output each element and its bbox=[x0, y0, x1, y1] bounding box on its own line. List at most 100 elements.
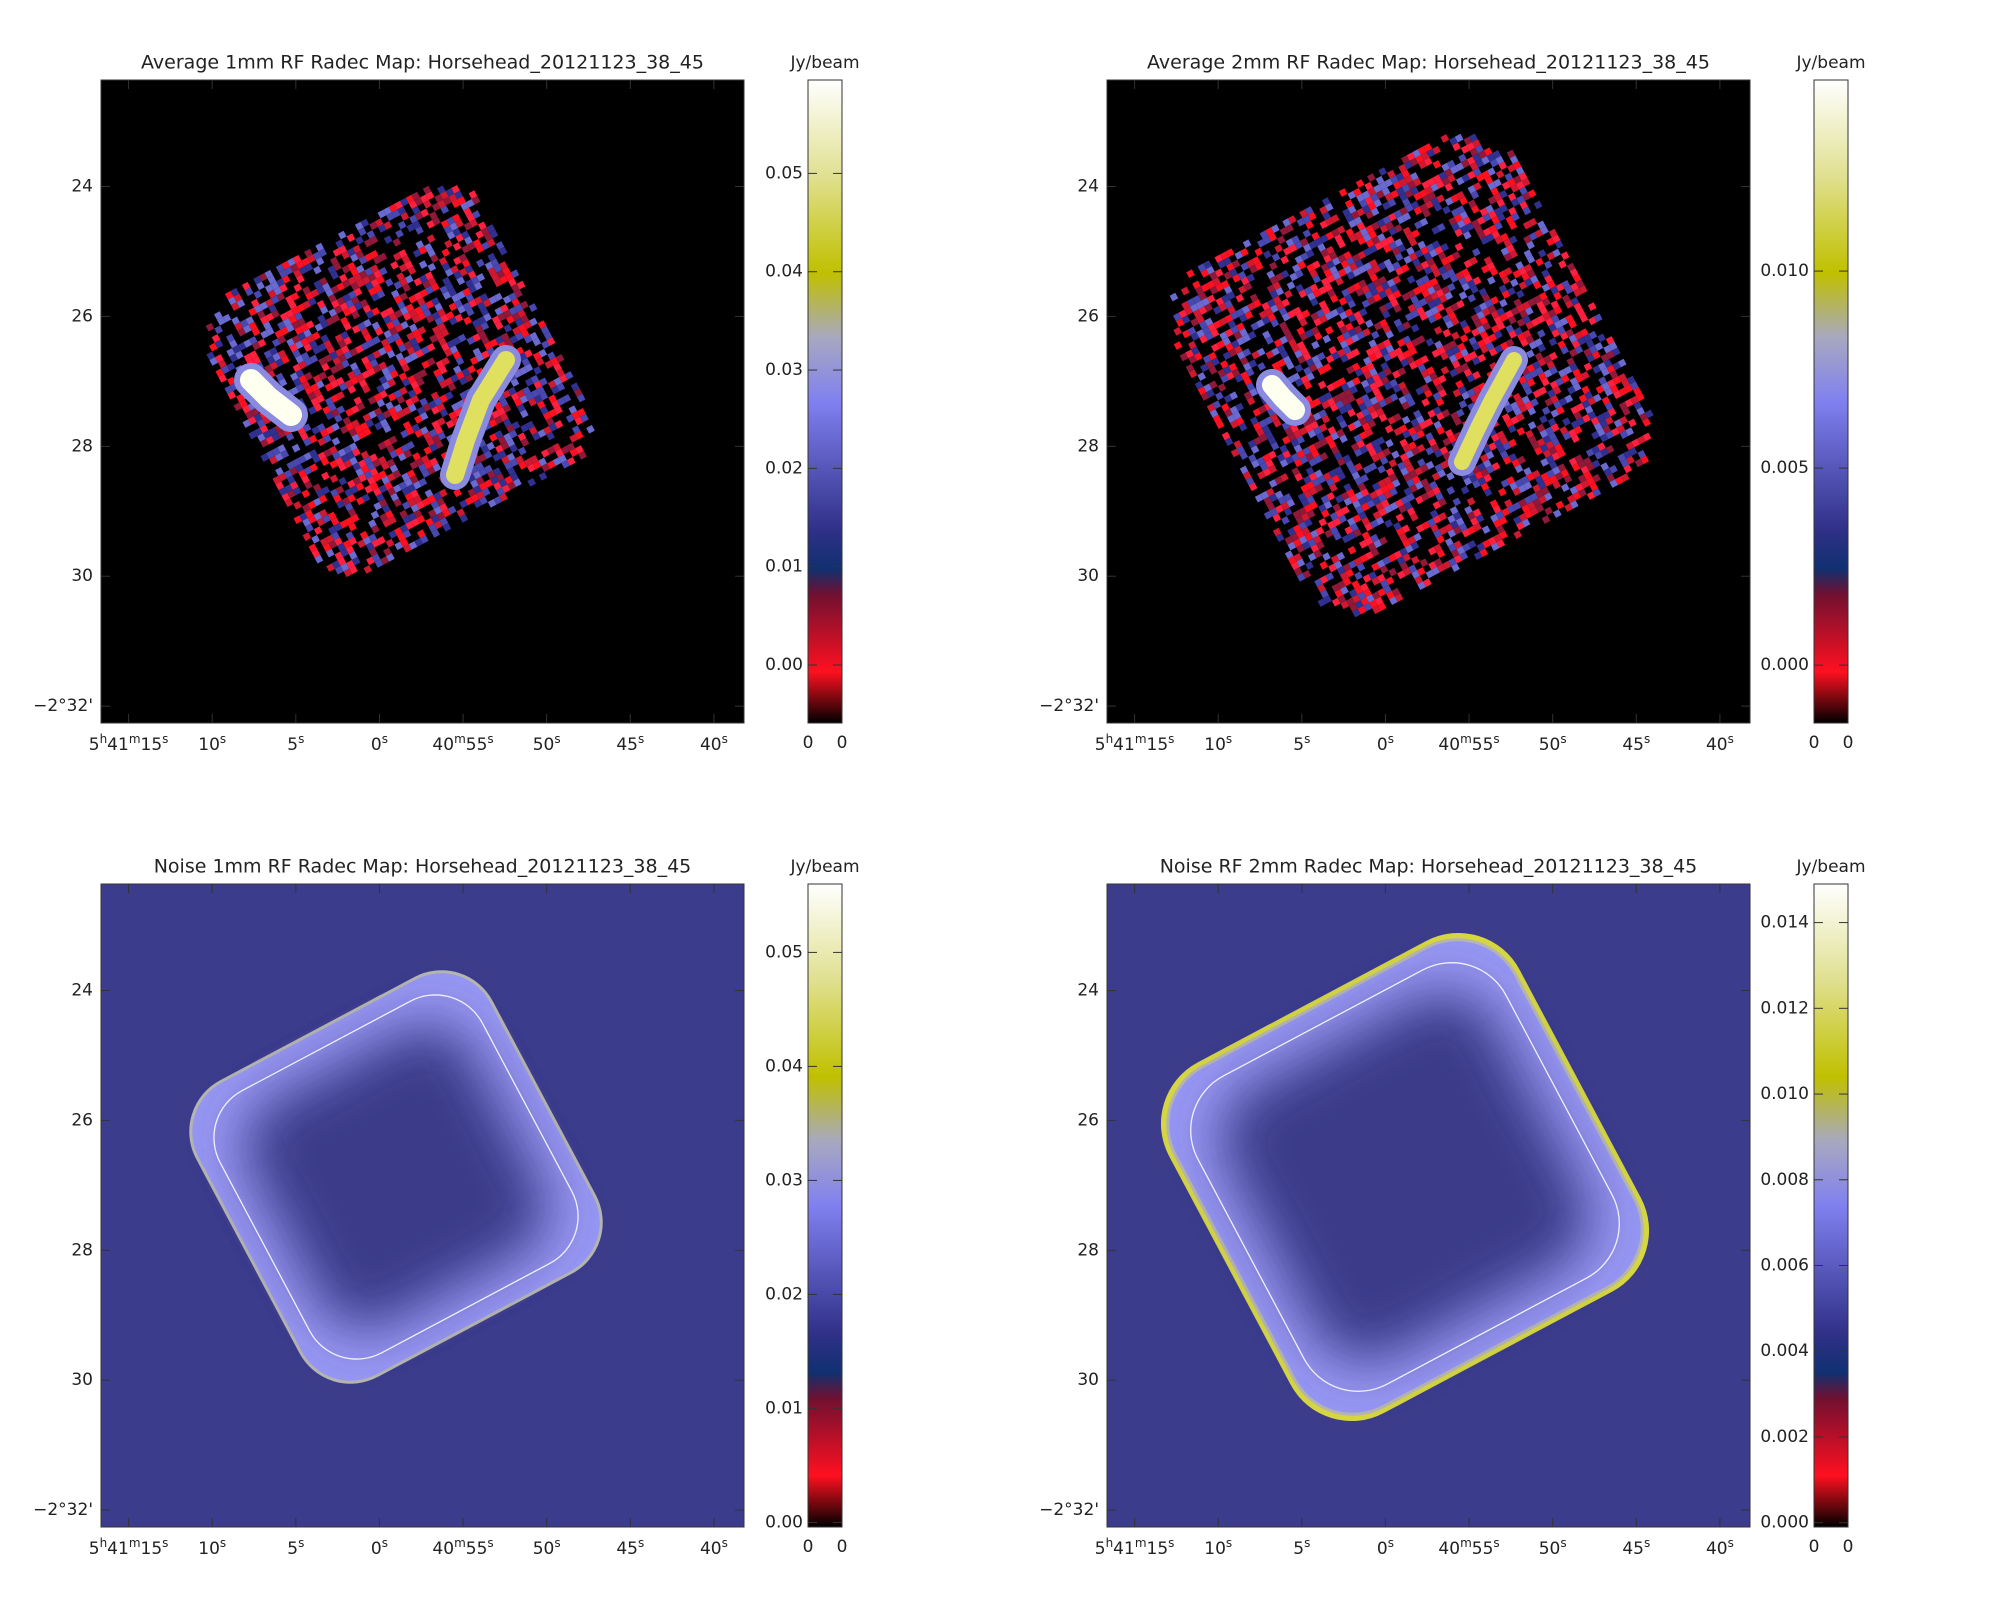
map-pixel bbox=[1381, 187, 1391, 196]
map-pixel bbox=[1624, 398, 1634, 408]
map-pixel bbox=[1197, 372, 1207, 381]
map-pixel bbox=[1509, 249, 1518, 259]
map-pixel bbox=[313, 388, 322, 398]
map-pixel bbox=[455, 356, 465, 366]
map-pixel bbox=[231, 316, 240, 326]
map-pixel bbox=[1215, 282, 1224, 292]
map-pixel bbox=[386, 321, 395, 330]
map-pixel bbox=[1444, 523, 1454, 533]
colorbar-end-label: 0 bbox=[1809, 733, 1820, 753]
map-pixel bbox=[1498, 270, 1507, 279]
map-pixel bbox=[259, 315, 269, 325]
map-pixel bbox=[1634, 458, 1644, 468]
map-pixel bbox=[1513, 175, 1522, 184]
map-pixel bbox=[1326, 397, 1336, 407]
map-pixel bbox=[1207, 323, 1217, 332]
map-pixel bbox=[383, 206, 392, 216]
map-pixel bbox=[354, 425, 363, 434]
map-pixel bbox=[438, 256, 448, 266]
map-coverage-inner bbox=[242, 1023, 550, 1331]
map-pixel bbox=[1470, 204, 1480, 214]
map-pixel bbox=[1450, 194, 1460, 203]
map-pixel bbox=[500, 304, 509, 313]
map-pixel bbox=[470, 276, 480, 285]
map-pixel bbox=[417, 311, 426, 321]
map-pixel bbox=[1478, 150, 1487, 160]
map-pixel bbox=[1376, 218, 1386, 228]
map-pixel bbox=[1447, 174, 1456, 183]
map-pixel bbox=[1302, 352, 1312, 361]
map-pixel bbox=[1483, 147, 1493, 157]
map-pixel bbox=[368, 547, 378, 557]
map-pixel bbox=[484, 479, 494, 488]
map-pixel bbox=[1454, 351, 1464, 361]
map-pixel bbox=[1306, 509, 1316, 519]
map-pixel bbox=[372, 473, 382, 482]
map-pixel bbox=[511, 283, 520, 293]
map-pixel bbox=[292, 349, 301, 358]
map-pixel bbox=[1190, 332, 1200, 341]
map-pixel bbox=[1351, 333, 1360, 343]
map-pixel bbox=[556, 382, 566, 392]
map-pixel bbox=[1432, 392, 1442, 401]
map-pixel bbox=[1456, 205, 1466, 214]
map-pixel bbox=[353, 287, 363, 297]
map-pixel bbox=[1377, 493, 1387, 503]
map-pixel bbox=[1282, 435, 1291, 445]
map-pixel bbox=[1389, 393, 1399, 402]
map-pixel bbox=[1499, 450, 1509, 460]
map-pixel bbox=[1496, 444, 1506, 454]
map-pixel bbox=[411, 329, 421, 338]
map-pixel bbox=[1470, 517, 1479, 526]
map-pixel bbox=[419, 274, 428, 284]
map-pixel bbox=[1507, 178, 1517, 187]
map-pixel bbox=[1306, 372, 1315, 381]
map-pixel bbox=[1294, 364, 1304, 373]
map-pixel bbox=[532, 351, 542, 361]
map-pixel bbox=[1555, 283, 1565, 292]
map-pixel bbox=[1296, 449, 1306, 459]
map-pixel bbox=[342, 307, 352, 317]
map-pixel bbox=[248, 430, 258, 440]
map-pixel bbox=[1361, 422, 1371, 432]
map-pixel bbox=[456, 508, 466, 518]
map-pixel bbox=[1228, 348, 1237, 358]
map-pixel bbox=[1294, 255, 1304, 264]
map-pixels bbox=[1169, 133, 1654, 618]
map-pixel bbox=[340, 548, 349, 558]
map-pixel bbox=[1569, 377, 1579, 386]
x-tick-label: 45s bbox=[616, 1536, 644, 1560]
map-pixel bbox=[1526, 363, 1536, 373]
map-pixel bbox=[242, 419, 252, 428]
map-pixel bbox=[455, 370, 465, 380]
map-pixel bbox=[1469, 133, 1478, 143]
map-pixel bbox=[1427, 314, 1437, 324]
map-pixel bbox=[1333, 560, 1343, 570]
map-pixel bbox=[474, 324, 484, 334]
map-pixel bbox=[285, 309, 295, 319]
map-pixel bbox=[1238, 313, 1248, 323]
map-pixel bbox=[570, 382, 580, 392]
map-pixel bbox=[368, 410, 377, 420]
map-pixel bbox=[351, 419, 360, 429]
x-tick-label-unit: s bbox=[1560, 732, 1566, 746]
map-pixel bbox=[316, 517, 326, 527]
map-pixel bbox=[378, 252, 388, 262]
map-pixel bbox=[1633, 401, 1642, 410]
map-pixel bbox=[394, 541, 404, 551]
map-pixel bbox=[369, 235, 379, 245]
map-pixel bbox=[1280, 269, 1290, 279]
map-pixel bbox=[304, 248, 313, 258]
map-pixel bbox=[434, 440, 444, 449]
map-pixel bbox=[1322, 211, 1331, 221]
map-pixel bbox=[1265, 350, 1275, 360]
map-pixel bbox=[1385, 576, 1395, 586]
map-pixel bbox=[1586, 353, 1595, 363]
map-pixel bbox=[1551, 452, 1561, 461]
map-pixel bbox=[1600, 367, 1610, 377]
colorbar-tick-label: 0.008 bbox=[1760, 1170, 1809, 1190]
map-pixel bbox=[439, 379, 448, 389]
map-pixel bbox=[466, 213, 476, 222]
map-pixel bbox=[517, 309, 527, 318]
y-tick-label: −2°32' bbox=[33, 696, 93, 716]
